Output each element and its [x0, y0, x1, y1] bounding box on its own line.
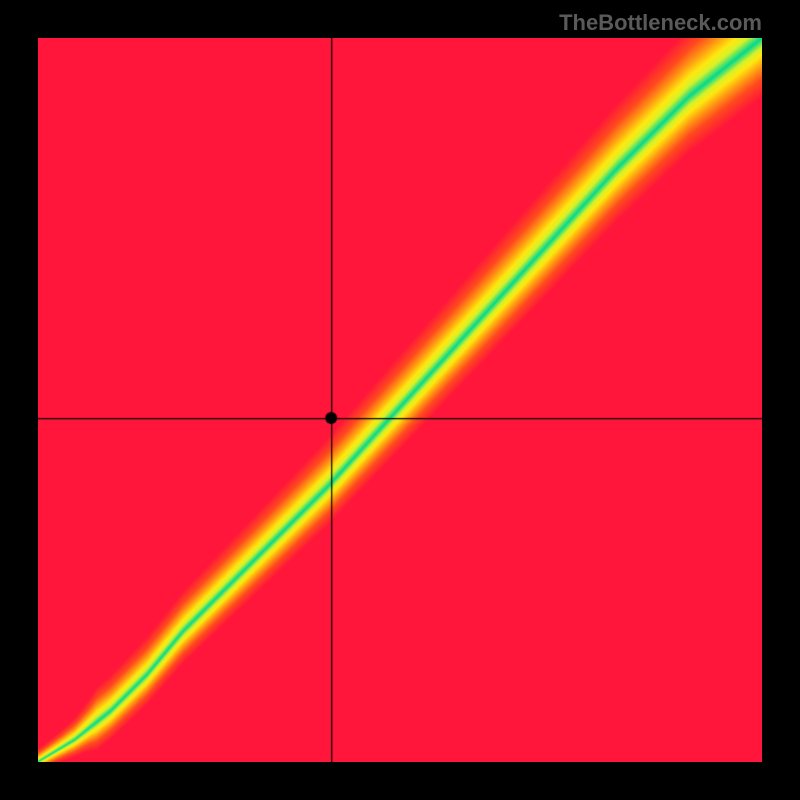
- chart-container: TheBottleneck.com: [0, 0, 800, 800]
- watermark-text: TheBottleneck.com: [559, 10, 762, 36]
- heatmap-canvas: [38, 38, 762, 762]
